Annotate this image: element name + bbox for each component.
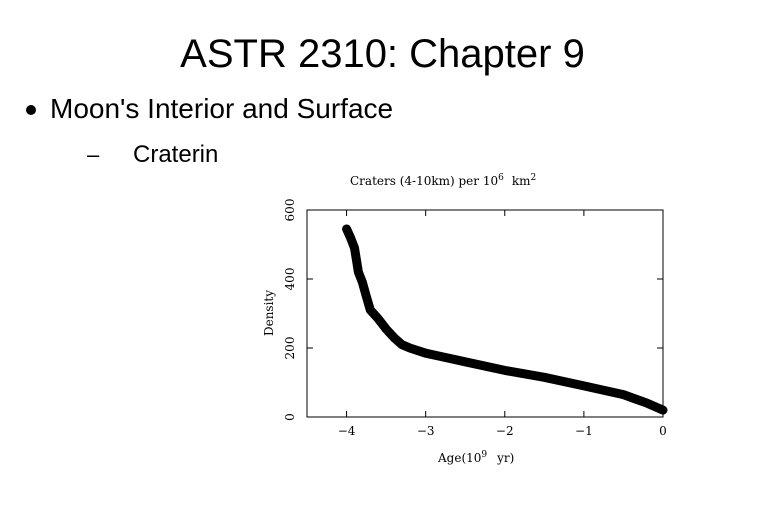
chart-title: Craters (4-10km) per 106 km2 bbox=[350, 173, 536, 188]
y-axis-label: Density bbox=[262, 290, 276, 336]
y-axis: 0 200 400 600 bbox=[283, 199, 663, 421]
chart-series-line bbox=[342, 224, 668, 415]
bullet-text: Moon's Interior and Surface bbox=[50, 93, 394, 124]
plot-frame bbox=[306, 209, 664, 418]
crater-density-chart: Craters (4-10km) per 106 km2 −4 −3 −2 −1 0 0 2… bbox=[262, 173, 668, 465]
y-tick-label: 0 bbox=[283, 413, 297, 421]
x-tick-label: −4 bbox=[338, 424, 356, 438]
y-tick-label: 200 bbox=[283, 337, 297, 360]
sub-bullet-text: Craterin bbox=[133, 141, 219, 168]
x-tick-label: −3 bbox=[417, 424, 435, 438]
y-tick-label: 400 bbox=[283, 268, 297, 291]
sub-bullet-item: – Craterin bbox=[87, 140, 218, 170]
sub-bullet-dash-icon: – bbox=[87, 142, 100, 167]
x-axis-label: Age(109 yr) bbox=[437, 450, 514, 465]
y-tick-label: 600 bbox=[283, 199, 297, 222]
x-tick-label: 0 bbox=[659, 424, 667, 438]
x-tick-label: −2 bbox=[496, 424, 514, 438]
bullet-dot-icon bbox=[26, 105, 36, 115]
x-axis: −4 −3 −2 −1 0 bbox=[338, 210, 667, 438]
x-tick-label: −1 bbox=[575, 424, 593, 438]
slide-title: ASTR 2310: Chapter 9 bbox=[180, 32, 585, 76]
bullet-item: Moon's Interior and Surface bbox=[26, 92, 393, 126]
